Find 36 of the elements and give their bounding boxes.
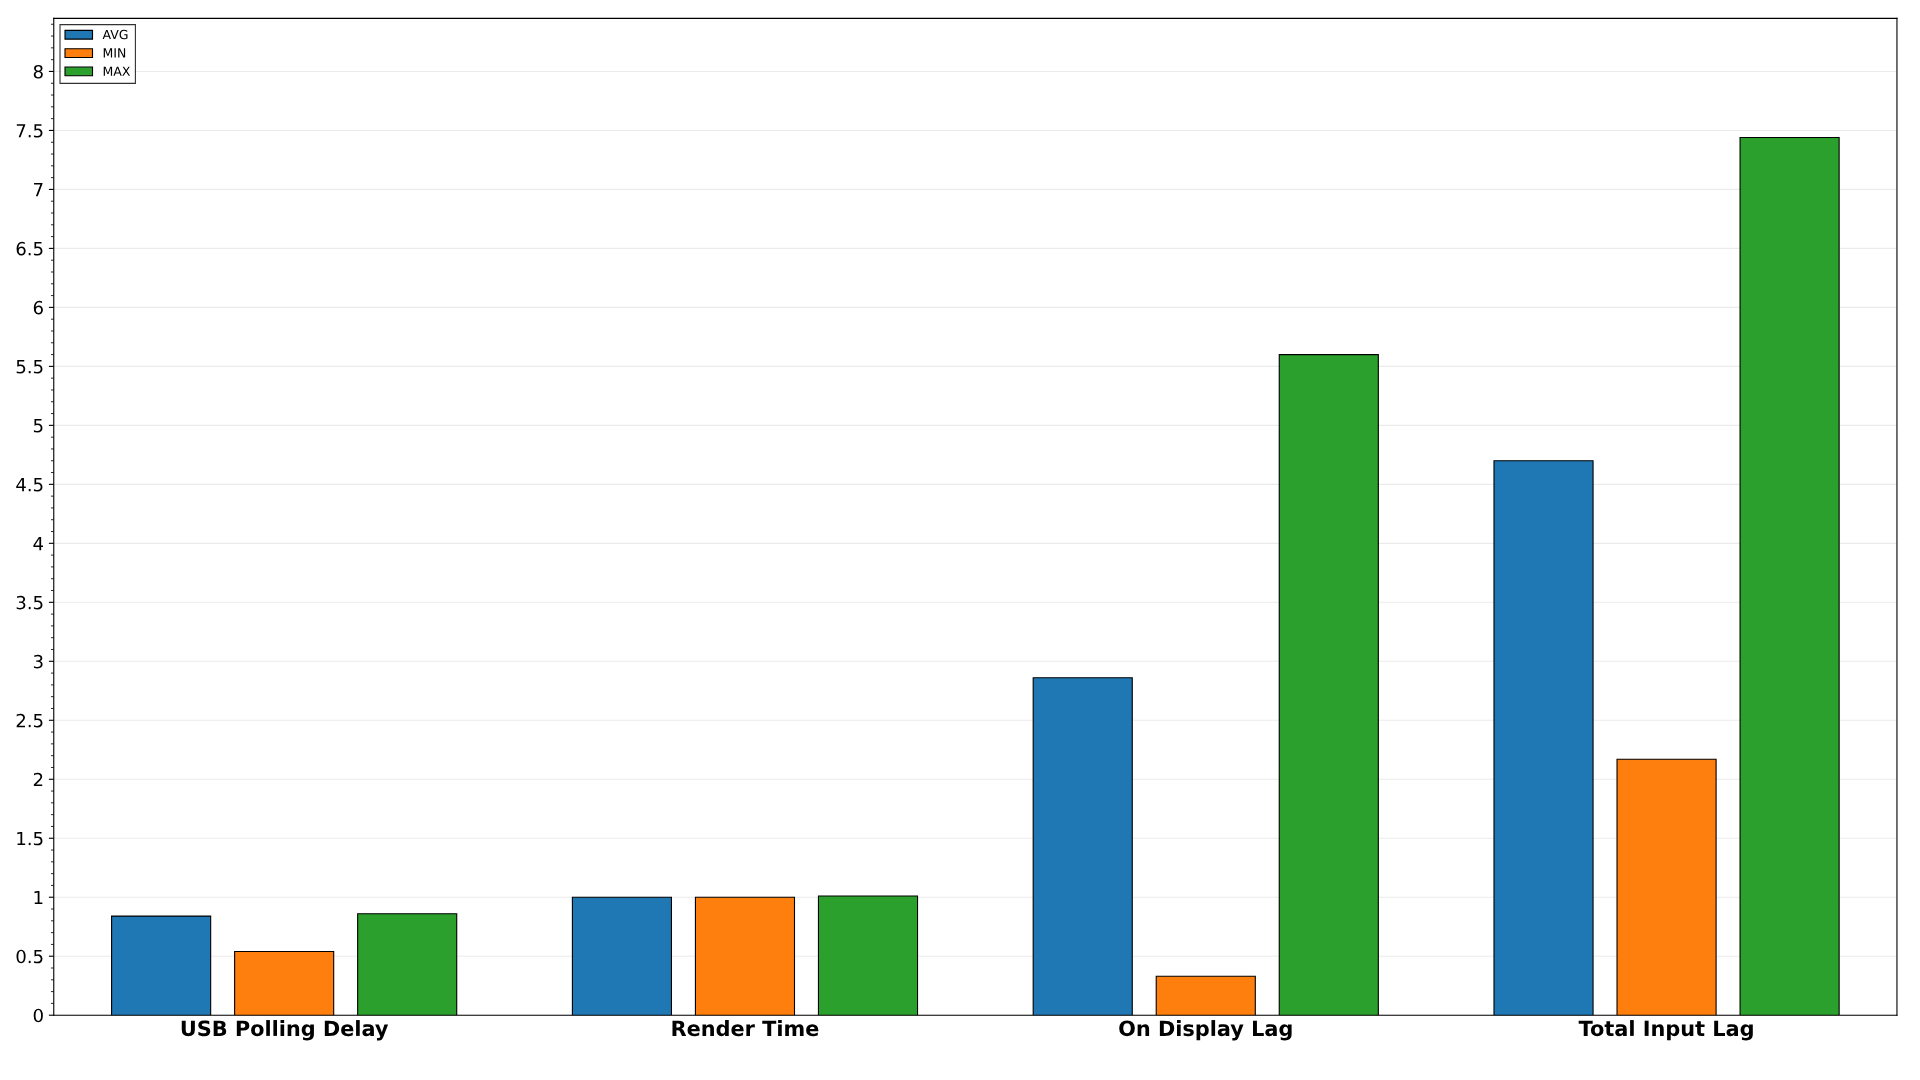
bar xyxy=(1032,677,1133,1016)
y-tick-label: 8 xyxy=(33,64,43,79)
y-tick-label: 4 xyxy=(33,537,44,551)
x-tick-label: On Display Lag xyxy=(1119,1020,1292,1041)
y-tick-label: 6 xyxy=(33,300,43,315)
y-tick-label: 1 xyxy=(34,890,43,905)
bar xyxy=(571,896,673,1016)
bar xyxy=(1278,354,1379,1016)
y-tick-label: 4.5 xyxy=(16,478,43,492)
legend-label: AVG xyxy=(102,29,128,40)
x-tick-label: Render Time xyxy=(672,1020,819,1037)
y-tick-label: 7.5 xyxy=(16,124,43,138)
y-tick-label: 0 xyxy=(33,1008,43,1023)
bar xyxy=(694,896,796,1016)
y-tick-label: 3.5 xyxy=(16,595,43,610)
bar xyxy=(111,915,212,1016)
bar xyxy=(1493,460,1594,1016)
bar xyxy=(234,950,335,1016)
y-tick-label: 2 xyxy=(33,772,43,787)
legend-label: MIN xyxy=(103,48,126,58)
y-tick-label: 1.5 xyxy=(17,831,43,846)
y-tick-label: 3 xyxy=(33,654,43,669)
x-tick-label: USB Polling Delay xyxy=(181,1020,389,1041)
y-tick-label: 2.5 xyxy=(16,713,43,728)
bar xyxy=(1739,136,1840,1016)
y-tick-label: 7 xyxy=(34,183,43,197)
y-tick-label: 5.5 xyxy=(16,360,43,374)
y-tick-label: 5 xyxy=(33,419,43,433)
bar xyxy=(1155,975,1256,1016)
x-tick-label: Total Input Lag xyxy=(1578,1020,1753,1041)
y-tick-label: 0.5 xyxy=(16,949,43,964)
bar xyxy=(817,895,919,1016)
bar xyxy=(357,913,458,1016)
bar xyxy=(1616,758,1717,1016)
legend-label: MAX xyxy=(103,66,131,76)
y-tick-label: 6.5 xyxy=(16,241,43,256)
